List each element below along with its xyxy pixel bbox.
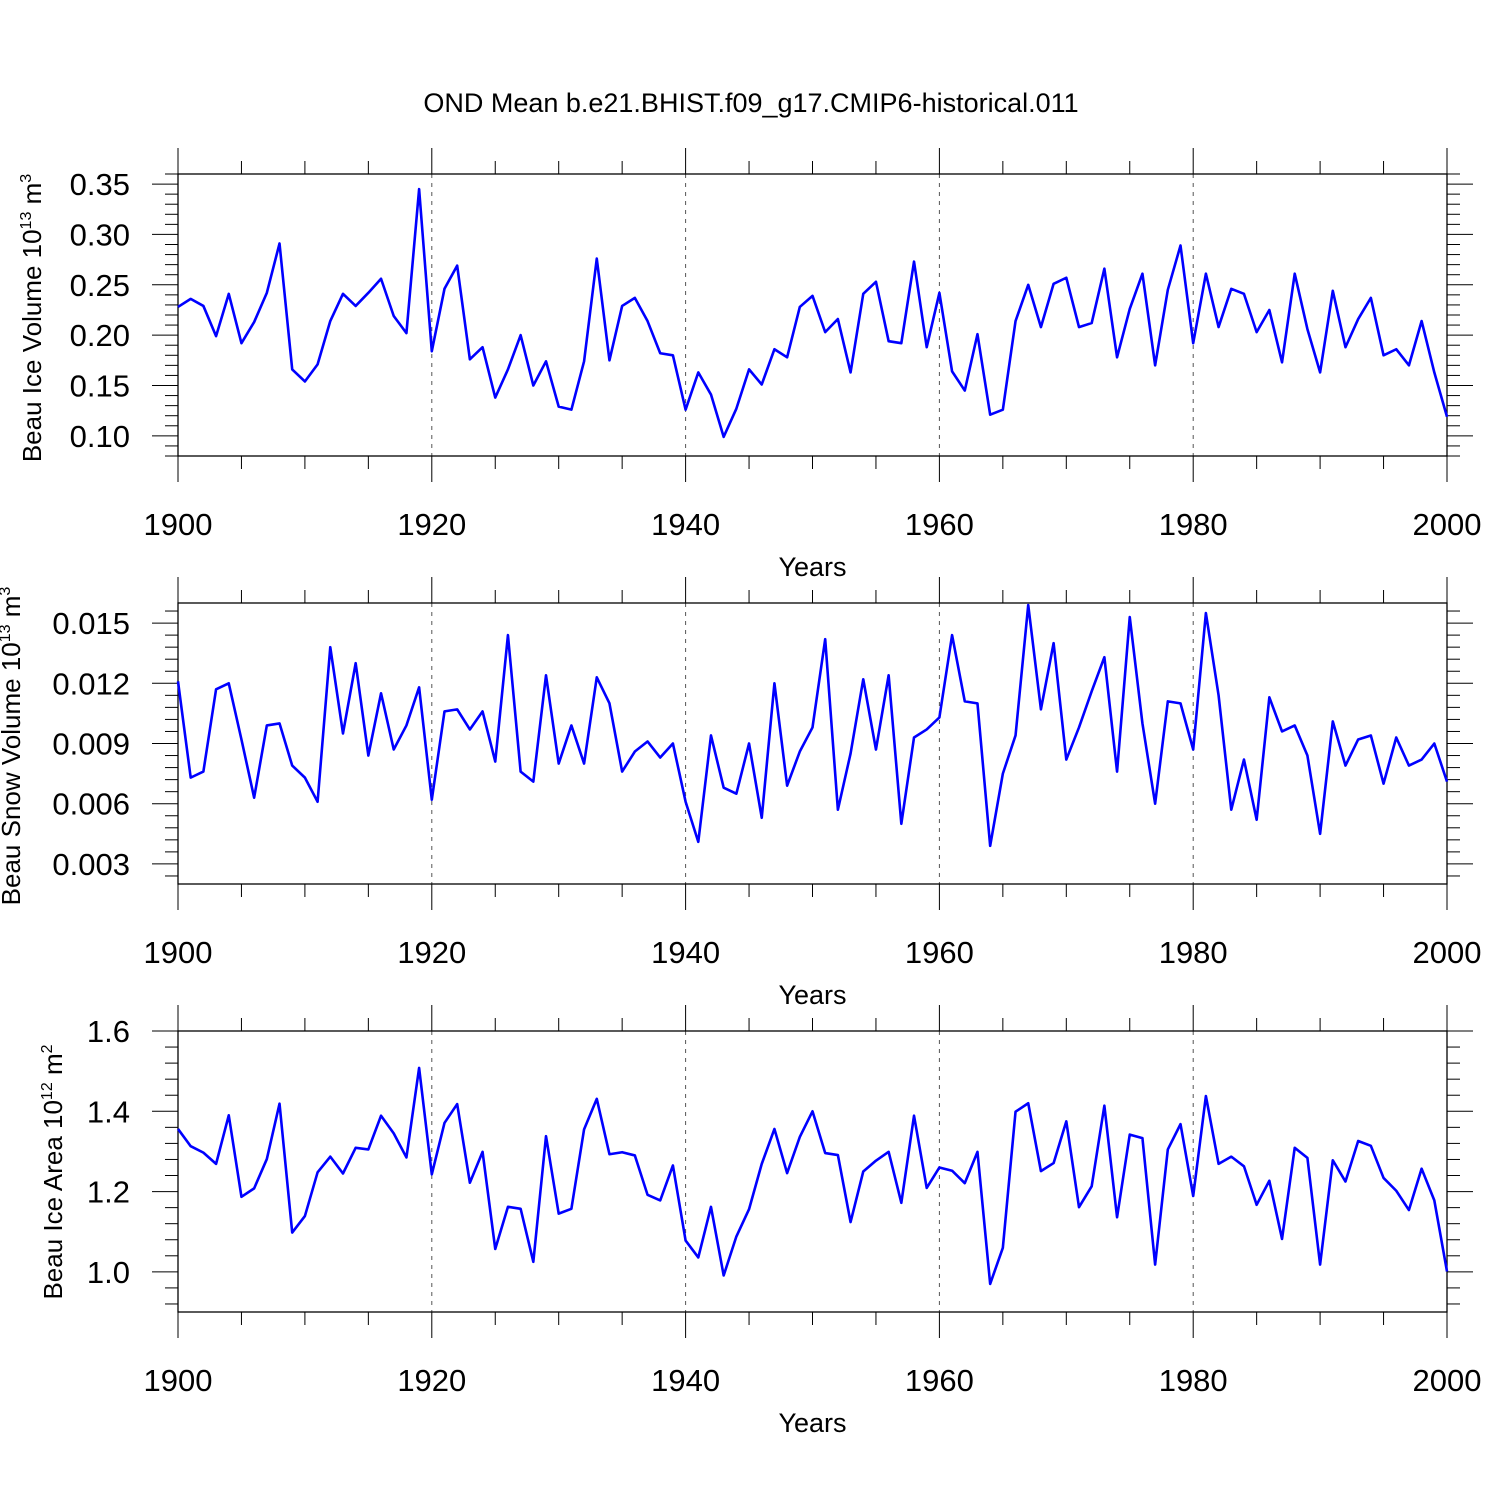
y-tick-label: 0.20 [70, 318, 130, 353]
x-tick-label: 1960 [905, 935, 974, 970]
x-tick-label: 1900 [144, 507, 213, 542]
panel-1: 0.10 0.15 0.20 0.25 0.30 0.35 1900 1920 1940 1960… [17, 148, 1481, 582]
y-tick-label: 1.6 [87, 1014, 130, 1049]
x-tick-label: 1940 [651, 1363, 720, 1398]
plot-frame [177, 602, 1448, 885]
y-axis-label-unit-exponent: 3 [0, 587, 14, 596]
x-tick-label: 1980 [1159, 935, 1228, 970]
series-line-beau-ice-area [176, 1066, 1449, 1286]
y-axis-label: Beau Ice Volume 1013 m3 [17, 174, 47, 462]
y-axis-label-unit-exponent: 2 [39, 1044, 56, 1053]
y-axis-label-exponent: 13 [0, 624, 14, 642]
y-tick-label: 0.015 [52, 606, 130, 641]
y-axis-label: Beau Ice Area 1012 m2 [38, 1044, 68, 1299]
panel-2: 0.003 0.006 0.009 0.012 0.015 1900 1920 1940 196… [0, 577, 1481, 1010]
x-tick-label: 1900 [144, 935, 213, 970]
y-tick-label: 0.35 [70, 167, 130, 202]
x-tick-label: 1960 [905, 1363, 974, 1398]
y-tick-label: 0.30 [70, 217, 130, 252]
x-axis-label: Years [778, 980, 846, 1010]
y-tick-label: 0.012 [52, 666, 130, 701]
y-tick-label: 0.006 [52, 787, 130, 822]
x-axis-label: Years [778, 552, 846, 582]
y-tick-label: 0.10 [70, 419, 130, 454]
y-axis-label-text: Beau Ice Volume 10 [17, 229, 47, 462]
x-tick-label: 1900 [144, 1363, 213, 1398]
y-axis-label-unit: m [38, 1053, 68, 1082]
x-tick-label: 2000 [1413, 507, 1482, 542]
x-tick-label: 1980 [1159, 1363, 1228, 1398]
y-tick-label: 0.25 [70, 268, 130, 303]
x-tick-label: 2000 [1413, 935, 1482, 970]
plot-frame [177, 173, 1448, 457]
y-tick-label: 0.15 [70, 369, 130, 404]
panels-container: 0.10 0.15 0.20 0.25 0.30 0.35 1900 1920 1940 1960… [0, 148, 1481, 1438]
series-line-beau-ice-volume [177, 187, 1449, 439]
y-axis-label-text: Beau Ice Area 10 [38, 1100, 68, 1299]
y-axis-label-exponent: 13 [18, 212, 35, 230]
x-tick-label: 1960 [905, 507, 974, 542]
x-tick-label: 1920 [397, 935, 466, 970]
x-tick-label: 1920 [397, 507, 466, 542]
x-tick-label: 1940 [651, 507, 720, 542]
y-axis-label-text: Beau Snow Volume 10 [0, 642, 26, 905]
y-axis-label-exponent: 12 [39, 1082, 56, 1100]
panel-3: 1.0 1.2 1.4 1.6 1900 1920 1940 1960 1980 2000 Year… [38, 1005, 1481, 1438]
y-axis-label: Beau Snow Volume 1013 m3 [0, 587, 26, 906]
y-tick-label: 1.2 [87, 1175, 130, 1210]
x-axis-label: Years [778, 1408, 846, 1438]
y-tick-label: 1.4 [87, 1094, 130, 1129]
x-tick-label: 2000 [1413, 1363, 1482, 1398]
chart-title: OND Mean b.e21.BHIST.f09_g17.CMIP6-histo… [423, 88, 1078, 118]
series-line-beau-snow-volume [176, 603, 1449, 848]
x-tick-label: 1940 [651, 935, 720, 970]
y-axis-label-unit: m [0, 596, 26, 625]
y-axis-label-unit: m [17, 183, 47, 212]
x-tick-label: 1980 [1159, 507, 1228, 542]
y-tick-label: 0.003 [52, 847, 130, 882]
y-tick-label: 0.009 [52, 727, 130, 762]
x-tick-label: 1920 [397, 1363, 466, 1398]
y-tick-label: 1.0 [87, 1255, 130, 1290]
plot-frame [177, 1030, 1448, 1313]
y-axis-label-unit-exponent: 3 [18, 174, 35, 183]
